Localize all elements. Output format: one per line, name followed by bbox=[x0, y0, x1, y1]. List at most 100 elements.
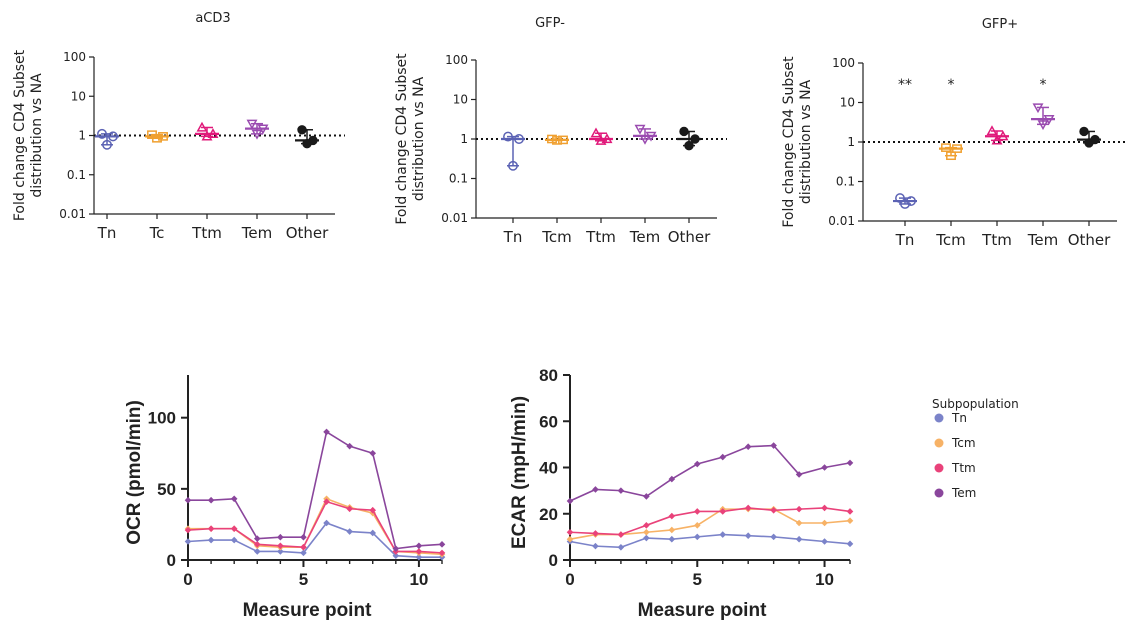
legend-marker-Tcm bbox=[934, 438, 944, 448]
data-point bbox=[592, 486, 599, 493]
data-point bbox=[900, 199, 910, 209]
y-axis-label-line2: distribution vs NA bbox=[798, 79, 814, 204]
data-point bbox=[643, 534, 650, 542]
y-tick-label: 80 bbox=[539, 366, 558, 385]
data-point bbox=[257, 124, 269, 135]
y-tick-label: 10 bbox=[840, 96, 855, 110]
x-tick-label: 5 bbox=[693, 570, 702, 589]
y-tick-label: 10 bbox=[453, 93, 468, 107]
x-tick-label: 10 bbox=[815, 570, 834, 589]
y-tick-label: 1 bbox=[78, 129, 86, 143]
group-Ttm bbox=[195, 121, 219, 141]
y-tick-label: 0.01 bbox=[441, 211, 468, 225]
data-point bbox=[369, 529, 377, 537]
category-label: Tn bbox=[895, 231, 915, 249]
data-point bbox=[693, 460, 701, 468]
data-point bbox=[1037, 120, 1049, 131]
group-Tcm bbox=[145, 130, 169, 143]
data-point bbox=[946, 151, 956, 161]
data-point bbox=[547, 134, 557, 144]
data-point bbox=[770, 533, 777, 541]
group-Other bbox=[677, 126, 701, 151]
data-point bbox=[253, 535, 261, 542]
data-point bbox=[617, 487, 625, 494]
significance-annotation: * bbox=[948, 77, 955, 93]
data-point bbox=[846, 459, 854, 467]
y-tick-label: 60 bbox=[539, 412, 558, 431]
y-tick-label: 0.1 bbox=[67, 168, 86, 182]
data-point bbox=[508, 160, 518, 171]
category-label: Tem bbox=[1027, 231, 1058, 249]
group-Tcm bbox=[939, 143, 963, 161]
group-Tem bbox=[633, 124, 657, 145]
y-tick-label: 20 bbox=[539, 505, 558, 524]
category-label: Tn bbox=[503, 228, 523, 246]
data-point bbox=[346, 505, 353, 513]
data-point bbox=[795, 471, 803, 478]
data-point bbox=[108, 131, 118, 142]
data-point bbox=[207, 496, 215, 504]
category-label: Tc bbox=[149, 224, 165, 242]
y-tick-label: 100 bbox=[832, 56, 855, 70]
y-axis-label-line1: Fold change CD4 Subset bbox=[12, 49, 28, 221]
y-tick-label: 50 bbox=[157, 480, 176, 499]
data-point bbox=[846, 517, 854, 524]
data-point bbox=[997, 130, 1009, 141]
legend-marker-Tem bbox=[934, 488, 944, 498]
data-point bbox=[369, 449, 377, 457]
y-axis-label-line1: Fold change CD4 Subset bbox=[781, 56, 797, 228]
data-point bbox=[277, 542, 284, 550]
data-point bbox=[744, 504, 752, 512]
series-Tcm bbox=[184, 495, 446, 558]
legend-marker-Tn bbox=[934, 413, 944, 423]
data-point bbox=[744, 532, 752, 540]
data-point bbox=[592, 530, 599, 537]
y-tick-label: 10 bbox=[71, 89, 86, 103]
series-Ttm bbox=[566, 504, 854, 538]
y-tick-label: 1 bbox=[460, 132, 468, 146]
y-axis-label: OCR (pmol/min) bbox=[124, 400, 145, 545]
x-tick-label: 10 bbox=[409, 570, 428, 589]
data-point bbox=[795, 505, 803, 513]
series-line bbox=[188, 430, 443, 550]
data-point bbox=[770, 506, 777, 514]
data-point bbox=[566, 528, 574, 536]
data-point bbox=[821, 519, 828, 527]
legend-title: Subpopulation bbox=[932, 397, 1019, 411]
data-point bbox=[201, 130, 213, 141]
data-point bbox=[184, 538, 192, 545]
data-point bbox=[230, 525, 238, 532]
x-axis-label: Measure point bbox=[243, 600, 372, 621]
data-point bbox=[102, 139, 112, 150]
data-point bbox=[251, 129, 263, 140]
data-point bbox=[846, 508, 854, 515]
category-label: Tem bbox=[629, 228, 660, 246]
data-point bbox=[323, 428, 330, 436]
series-line bbox=[187, 500, 443, 554]
category-label: Tcm bbox=[935, 231, 965, 249]
y-axis-label-line2: distribution vs NA bbox=[29, 73, 45, 198]
x-tick-label: 0 bbox=[183, 570, 192, 589]
data-point bbox=[253, 541, 261, 548]
data-point bbox=[566, 535, 574, 543]
data-point bbox=[617, 531, 625, 538]
data-point bbox=[679, 126, 689, 137]
data-point bbox=[369, 506, 377, 514]
significance-annotation: ** bbox=[898, 77, 912, 93]
data-point bbox=[639, 134, 651, 145]
y-tick-label: 0.1 bbox=[449, 172, 468, 186]
data-point bbox=[590, 127, 602, 138]
data-point bbox=[795, 535, 803, 543]
data-point bbox=[392, 552, 400, 560]
data-point bbox=[230, 536, 238, 544]
data-point bbox=[558, 135, 568, 145]
group-Other bbox=[295, 125, 319, 149]
data-point bbox=[952, 144, 962, 153]
data-point bbox=[821, 538, 828, 545]
data-point bbox=[1084, 138, 1094, 148]
y-tick-label: 0.01 bbox=[828, 214, 855, 228]
group-Tem bbox=[1031, 103, 1055, 131]
data-point bbox=[300, 543, 307, 551]
data-point bbox=[821, 464, 828, 471]
data-point bbox=[300, 533, 307, 541]
